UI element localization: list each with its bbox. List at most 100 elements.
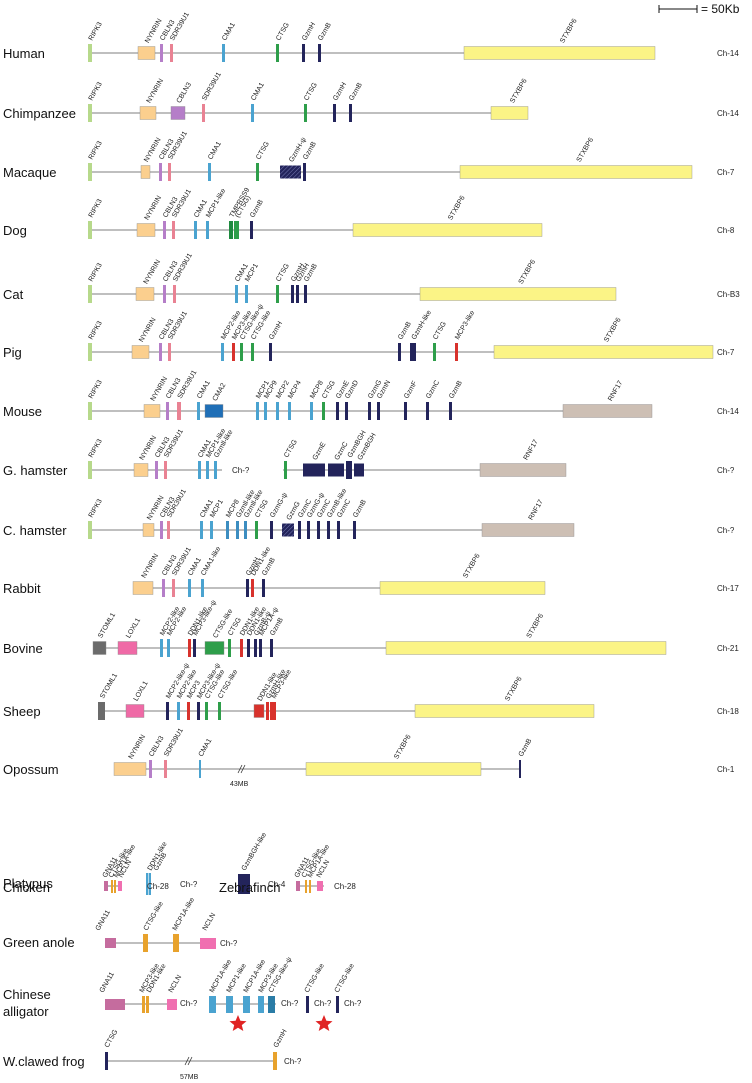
gene-label: STXBP6 [509,78,529,105]
gene-stxbp6 [493,345,714,359]
gene-mcp8 [310,402,313,420]
distance-label: 57MB [180,1074,199,1081]
gene-label: GzmB [348,81,364,102]
gene-label: CTSG [283,439,299,459]
gene-mcp1 [245,285,248,303]
species-label: Green anole [3,935,75,950]
gene-gzmb [449,402,452,420]
gene-gzmb-like [327,521,330,539]
gene-mcp3 [187,702,190,720]
gene-gzmb [398,343,401,361]
chromosome-label: Ch-28 [334,882,356,891]
gene-label: CTSG [432,321,448,341]
gene-label: RIPK3 [88,438,104,459]
gene-ctsg [322,402,325,420]
chromosome-label: Ch-14 [717,109,739,118]
species-label: Chicken [3,880,50,895]
gene-gzmbgh [346,461,352,479]
gene-label: MCP1A-like [172,896,197,932]
gene-stxbp6 [490,106,529,120]
chromosome-label: Ch-B3 [717,290,740,299]
gene-label: NYNRIN [138,317,157,344]
gene-gzmc [337,521,340,539]
gene-label: GzmF [403,380,419,400]
gene-gzmf [404,402,407,420]
gene-label: STXBP6 [393,734,413,761]
gene-gzmb [270,639,273,657]
gene-nynrin [143,404,161,418]
gene-mcp2-like- [166,702,169,720]
chromosome-label: Ch-4 [268,880,286,889]
gene-label: STXBP6 [559,18,579,45]
gene-gzmc [426,402,429,420]
chromosome-label: Ch-? [281,999,299,1008]
row-western-clawed-frog: W.clawed frog 57MB CTSG GzmH Ch-? [3,1028,302,1081]
chromosome-label: Ch-? [180,999,198,1008]
gene-loxl1 [117,641,138,655]
gene-ripk3 [88,521,92,539]
gene-nynrin [136,223,156,237]
chromosome-label: Ch-? [180,880,198,889]
gene-cbln3 [162,579,165,597]
gene-label: GzmH [301,21,317,42]
gene-sdr39u1 [170,44,173,62]
gene-mcp3-like [232,343,235,361]
gene-stxbp6 [414,704,595,718]
species-label: Chimpanzee [3,106,76,121]
gene-stoml1 [98,702,105,720]
gene-ripk3 [88,343,92,361]
gene-label: GzmB [249,198,265,219]
gene-sdr39u1 [164,461,167,479]
gene-cma1 [194,221,197,239]
gene-mcp8 [226,521,229,539]
gene-nynrin [132,581,154,595]
gene-cma2 [204,404,224,418]
species-label: Sheep [3,704,41,719]
gene-label: CTSG [303,82,319,102]
gene-gzmc [328,463,344,477]
gene-mcp2 [276,402,279,420]
chromosome-label: Ch-18 [717,707,739,716]
distance-label: 43MB [230,781,249,788]
chromosome-label: Ch-8 [717,226,735,235]
gene-gzmh [333,104,336,122]
gene-stxbp6 [463,46,656,60]
gene-ripk3 [88,104,92,122]
gene-cma1 [235,285,238,303]
gene-nynrin [142,523,155,537]
gene-ctsg [304,104,307,122]
gene-cma1 [200,521,203,539]
gene-mcp9 [264,402,267,420]
chromosome-label: Ch-1 [717,765,735,774]
gene-ctsg-like [218,702,221,720]
gene-gzmg- [270,521,273,539]
gene-ddn1-like [240,639,243,657]
gene-label: NYNRIN [146,78,165,105]
gene-gzmh [246,579,249,597]
gene-label: LOXL1 [133,680,150,702]
gene-label: GzmC [425,379,441,400]
gene-sdr39u1 [168,343,171,361]
gene-ripk3 [88,221,92,239]
gene-ctsg [276,44,279,62]
gene-gzmh [269,343,272,361]
gene-mcp3-like [270,702,276,720]
gene-rnf17 [481,523,575,537]
gene-gzme [303,463,325,477]
gene-label: CTSG-like [304,962,326,994]
gene-mcp1-like [206,221,209,239]
gene-gzmb [262,579,265,597]
chromosome-label: Ch-? [232,466,250,475]
species-label: G. hamster [3,463,68,478]
gene-ctsg [276,285,279,303]
gene-mcp2-like [177,702,180,720]
gene-gzmc [298,521,301,539]
gene-ctsg [433,343,436,361]
gene-mcp3-like- [193,639,196,657]
